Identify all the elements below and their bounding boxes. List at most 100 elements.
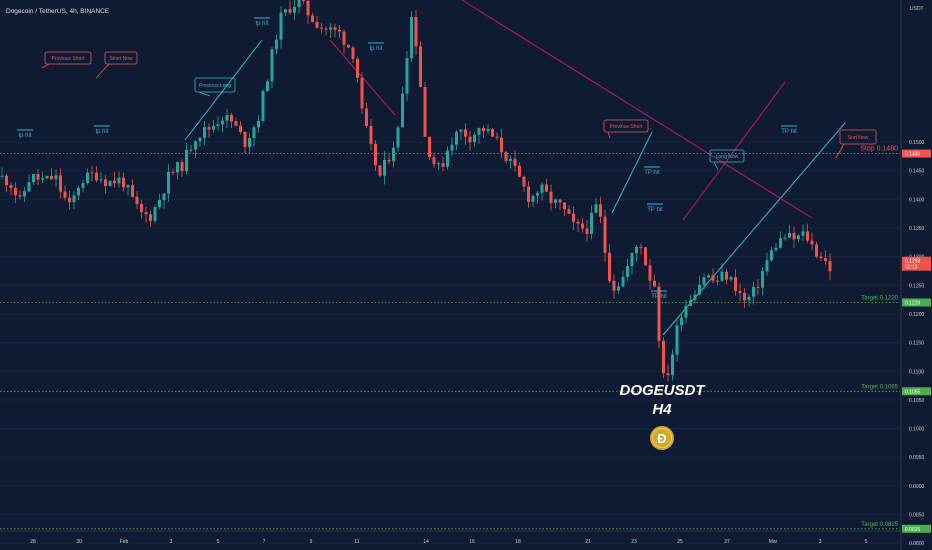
candle-body bbox=[126, 185, 130, 188]
candle-body bbox=[810, 240, 814, 245]
annotation-pointer bbox=[41, 63, 50, 69]
candle-body bbox=[230, 115, 233, 122]
candle-body bbox=[657, 286, 661, 341]
candle-body bbox=[351, 47, 355, 59]
x-tick-label: 18 bbox=[515, 539, 521, 545]
candle-body bbox=[41, 178, 44, 180]
price-axis[interactable]: USDT 0.15000.14500.14000.13500.13000.125… bbox=[900, 0, 932, 550]
candle-body bbox=[792, 233, 796, 240]
trendline[interactable] bbox=[611, 131, 653, 214]
candle-body bbox=[545, 184, 548, 192]
candle-body bbox=[738, 290, 742, 293]
annotation-box[interactable] bbox=[104, 51, 138, 65]
price-level-tag bbox=[902, 149, 931, 158]
candle-body bbox=[522, 176, 526, 187]
candle-body bbox=[0, 175, 4, 177]
x-tick-label: 11 bbox=[354, 539, 359, 545]
x-tick-label: 28 bbox=[30, 539, 36, 545]
candles bbox=[0, 0, 832, 382]
candle-body bbox=[468, 136, 472, 143]
candle-body bbox=[405, 58, 409, 94]
trendline[interactable] bbox=[662, 122, 846, 336]
symbol-overlay: DOGEUSDT H4 Ð bbox=[619, 382, 706, 450]
candle-body bbox=[315, 21, 319, 28]
candle-body bbox=[770, 250, 773, 261]
trendline[interactable] bbox=[329, 39, 396, 116]
candle-body bbox=[149, 214, 152, 221]
candle-body bbox=[131, 185, 134, 197]
annotation-box[interactable] bbox=[603, 119, 649, 133]
annotation-box[interactable] bbox=[44, 51, 92, 65]
candle-body bbox=[36, 173, 40, 180]
trendline[interactable] bbox=[682, 81, 786, 221]
candle-body bbox=[581, 223, 584, 229]
candle-body bbox=[54, 175, 58, 180]
price-level-tag bbox=[902, 298, 931, 307]
candle-body bbox=[419, 46, 422, 88]
price-level-tag bbox=[902, 524, 931, 533]
candle-body bbox=[68, 197, 71, 203]
time-axis[interactable]: 28 30 Feb 3 5 7 9 11 14 16 18 21 23 25 27 Mar 3 5 bbox=[0, 530, 901, 545]
candle-body bbox=[549, 191, 553, 203]
candle-body bbox=[153, 207, 157, 221]
current-price-label: 0.1293 bbox=[905, 259, 921, 265]
candle-body bbox=[761, 271, 764, 288]
candle-body bbox=[270, 49, 274, 82]
symbol-label: DOGEUSDT bbox=[619, 382, 706, 399]
candle-body bbox=[819, 256, 823, 259]
candle-body bbox=[464, 129, 467, 137]
trendline[interactable] bbox=[184, 39, 263, 141]
candle-body bbox=[828, 261, 832, 272]
candle-body bbox=[482, 127, 485, 132]
price-level-label: Target 0.0825 bbox=[861, 522, 898, 528]
y-tick-label: 0.0800 bbox=[909, 541, 925, 547]
candle-body bbox=[734, 277, 737, 291]
price-level-tag-label: 0.1220 bbox=[905, 301, 921, 307]
candle-body bbox=[302, 0, 305, 1]
candle-body bbox=[14, 188, 17, 196]
candle-body bbox=[756, 286, 760, 288]
candle-body bbox=[774, 247, 778, 251]
candle-body bbox=[662, 340, 665, 374]
annotation-pointer bbox=[95, 63, 110, 79]
candle-body bbox=[369, 125, 373, 144]
candle-body bbox=[194, 141, 197, 150]
candle-body bbox=[491, 128, 494, 137]
x-tick-label: 16 bbox=[469, 539, 475, 545]
candle-body bbox=[509, 158, 512, 161]
tp-hit-label: TP hit bbox=[644, 170, 660, 176]
y-tick-label: 0.0950 bbox=[909, 455, 925, 461]
candle-body bbox=[261, 91, 265, 121]
candle-body bbox=[32, 173, 35, 183]
candle-body bbox=[140, 203, 143, 213]
candle-body bbox=[252, 127, 256, 139]
candle-body bbox=[99, 179, 103, 181]
candle-body bbox=[693, 294, 697, 300]
annotation-box[interactable] bbox=[839, 129, 877, 145]
candle-body bbox=[531, 195, 535, 202]
candle-body bbox=[162, 193, 166, 201]
candle-body bbox=[266, 81, 269, 92]
y-tick-label: 0.1050 bbox=[909, 398, 925, 404]
annotation-box[interactable] bbox=[709, 149, 745, 163]
candle-body bbox=[473, 134, 476, 143]
x-tick-label: Feb bbox=[120, 539, 129, 545]
candle-body bbox=[329, 27, 332, 30]
annotation-label: Short Now bbox=[109, 56, 133, 62]
trendline[interactable] bbox=[461, 0, 813, 219]
candle-body bbox=[720, 271, 724, 281]
price-level-tag-label: 0.1065 bbox=[905, 389, 921, 395]
annotation-box[interactable] bbox=[194, 77, 236, 93]
annotation-pointer bbox=[713, 161, 719, 171]
candle-body bbox=[536, 192, 539, 196]
price-axis-bg bbox=[901, 0, 932, 550]
candle-body bbox=[225, 115, 229, 121]
candle-body bbox=[653, 280, 656, 287]
candle-body bbox=[347, 44, 350, 48]
candle-body bbox=[117, 177, 121, 184]
candle-body bbox=[410, 17, 413, 59]
candle-body bbox=[221, 120, 224, 125]
candle-body bbox=[711, 275, 715, 281]
